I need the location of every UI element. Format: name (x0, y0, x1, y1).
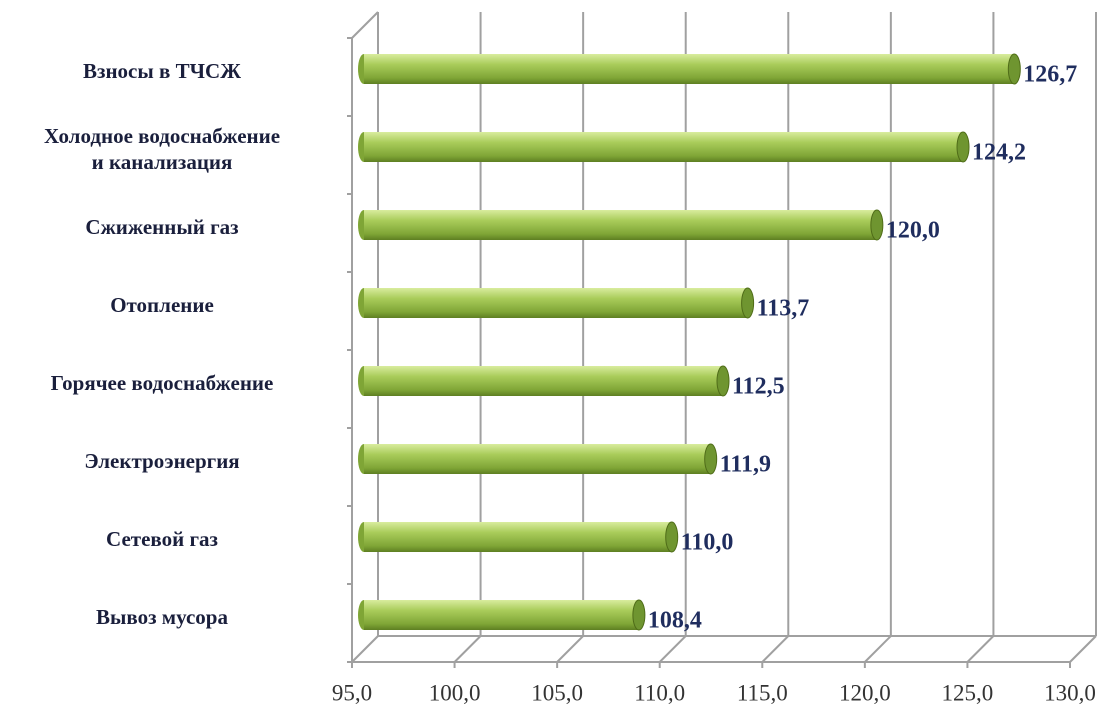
bar-cap (741, 287, 755, 319)
x-tick-label: 130,0 (1044, 680, 1096, 705)
grid-line-floor (556, 635, 584, 663)
value-label: 120,0 (886, 218, 940, 244)
bar (364, 210, 877, 240)
grid-line-floor (864, 635, 892, 663)
value-label: 124,2 (972, 140, 1026, 166)
bar (364, 600, 639, 630)
bar-cap (956, 131, 970, 163)
x-tick-label: 115,0 (737, 680, 788, 705)
bar (364, 288, 748, 318)
y-tick-label: Сжиженный газ (85, 215, 239, 239)
value-label: 110,0 (681, 530, 734, 556)
x-tick-label: 120,0 (839, 680, 891, 705)
value-label: 112,5 (732, 374, 785, 400)
grid-line-floor (659, 635, 687, 663)
x-tick-label: 110,0 (634, 680, 685, 705)
bar-cap (870, 209, 884, 241)
y-tick-label: Горячее водоснабжение (50, 371, 274, 395)
bar-cap (1007, 53, 1021, 85)
value-label: 113,7 (757, 296, 810, 322)
bar-cap (632, 599, 646, 631)
bar (364, 366, 723, 396)
grid-line-floor (761, 635, 789, 663)
y-tick-label: Холодное водоснабжение и канализация (43, 124, 281, 174)
bar-cap (704, 443, 718, 475)
bar (364, 54, 1015, 84)
x-tick-label: 125,0 (942, 680, 994, 705)
x-tick-label: 105,0 (531, 680, 583, 705)
y-tick-label: Взносы в ТЧСЖ (83, 59, 241, 83)
x-tick-label: 100,0 (429, 680, 481, 705)
bar-cap (665, 521, 679, 553)
value-label: 108,4 (648, 608, 702, 634)
value-label: 126,7 (1023, 62, 1077, 88)
bar (364, 444, 711, 474)
bar-cap (716, 365, 730, 397)
y-tick-label: Отопление (110, 293, 214, 317)
value-label: 111,9 (720, 452, 771, 478)
grid-line-floor (351, 635, 379, 663)
frame (351, 11, 1096, 663)
x-tick-label: 95,0 (332, 680, 372, 705)
grid-line-floor (453, 635, 482, 663)
y-tick-label: Сетевой газ (106, 527, 218, 551)
y-tick-label: Электроэнергия (84, 449, 240, 473)
y-tick-label: Вывоз мусора (96, 605, 228, 629)
bar (364, 522, 672, 552)
grid-line-floor (966, 635, 995, 663)
bar (364, 132, 964, 162)
grid-line-floor (1069, 635, 1097, 663)
